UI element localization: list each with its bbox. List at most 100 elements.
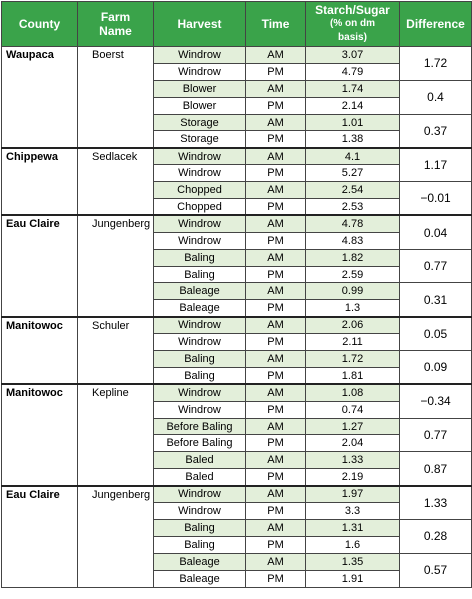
harvest-cell: Windrow: [153, 400, 246, 419]
time-cell: AM: [245, 484, 306, 504]
value-cell: 2.54: [305, 181, 400, 200]
farm-name-cell: Kepline: [77, 383, 154, 487]
table-row: Chippewa Sedlacek Windrow AM 4.1 1.17: [1, 146, 472, 216]
harvest-cell: Windrow: [153, 315, 246, 335]
table-row: Before Baling AM 1.27 0.77: [2, 417, 472, 453]
time-cell: AM: [245, 451, 306, 470]
time-cell: PM: [245, 231, 306, 250]
harvest-cell: Windrow: [153, 333, 246, 352]
value-cell: 4.79: [305, 62, 400, 81]
time-cell: PM: [245, 468, 306, 487]
farm-name-cell: Sedlacek: [77, 146, 154, 216]
harvest-cell: Baling: [153, 350, 246, 368]
harvest-cell: Windrow: [153, 62, 246, 81]
table-row: Chopped AM 2.54 −0.01: [2, 181, 472, 216]
table-row: Baling PM 1.6: [2, 535, 472, 554]
time-cell: AM: [245, 350, 306, 368]
time-cell: AM: [245, 315, 306, 335]
table-row: Windrow PM 0.74: [2, 400, 472, 419]
value-cell: 1.74: [305, 79, 400, 98]
harvest-cell: Blower: [153, 96, 246, 115]
time-cell: AM: [245, 383, 306, 402]
harvest-cell: Storage: [153, 113, 246, 132]
value-cell: 1.27: [305, 417, 400, 436]
value-cell: 1.91: [305, 569, 400, 588]
time-cell: PM: [245, 535, 306, 554]
time-cell: PM: [245, 299, 306, 318]
value-cell: 5.27: [305, 164, 400, 183]
harvest-cell: Windrow: [153, 164, 246, 183]
table-row: Eau Claire Jungenberg Windrow AM 4.78 0.04: [1, 214, 472, 318]
harvest-cell: Windrow: [153, 146, 246, 166]
harvest-cell: Windrow: [153, 231, 246, 250]
county-cell: Chippewa: [1, 146, 78, 216]
county-cell: Waupaca: [1, 45, 78, 149]
difference-cell: 0.4: [399, 79, 472, 115]
harvest-cell: Before Baling: [153, 417, 246, 436]
starch-sugar-table: County Farm Name Harvest Time Starch/Sug…: [1, 1, 472, 588]
difference-cell: 0.77: [399, 248, 472, 284]
difference-cell: 0.77: [399, 417, 472, 453]
table-row: Baling AM 1.31 0.28: [2, 518, 472, 554]
time-header: Time: [245, 1, 306, 47]
sugar-header-line2: (% on dm: [330, 18, 375, 29]
harvest-cell: Windrow: [153, 484, 246, 504]
sugar-header-line3: basis): [338, 32, 367, 43]
time-cell: AM: [245, 146, 306, 166]
value-cell: 4.1: [305, 146, 400, 166]
time-cell: AM: [245, 248, 306, 267]
time-cell: AM: [245, 214, 306, 233]
time-cell: AM: [245, 282, 306, 301]
table-row: Baling PM 1.81: [2, 366, 472, 385]
value-cell: 1.3: [305, 299, 400, 318]
value-cell: 2.06: [305, 315, 400, 335]
difference-cell: 1.17: [399, 146, 472, 183]
time-cell: AM: [245, 79, 306, 98]
harvest-cell: Baling: [153, 518, 246, 537]
time-cell: PM: [245, 96, 306, 115]
difference-cell: 0.57: [399, 552, 472, 588]
difference-cell: −0.01: [399, 181, 472, 216]
value-cell: 1.97: [305, 484, 400, 504]
difference-cell: 0.09: [399, 350, 472, 385]
value-cell: 2.14: [305, 96, 400, 115]
county-cell: Manitowoc: [1, 315, 78, 385]
harvest-cell: Before Baling: [153, 434, 246, 453]
value-cell: 1.6: [305, 535, 400, 554]
starch-sugar-header: Starch/Sugar (% on dm basis): [305, 1, 400, 47]
time-cell: PM: [245, 569, 306, 588]
difference-cell: 0.37: [399, 113, 472, 149]
time-cell: PM: [245, 265, 306, 284]
county-cell: Manitowoc: [1, 383, 78, 487]
value-cell: 1.72: [305, 350, 400, 368]
table-row: Eau Claire Jungenberg Windrow AM 1.97 1.33: [1, 484, 472, 588]
value-cell: 3.07: [305, 46, 400, 64]
table-row: Manitowoc Schuler Windrow AM 2.06 0.05: [1, 315, 472, 385]
farm-header-line1: Farm: [100, 10, 131, 24]
harvest-cell: Baleage: [153, 299, 246, 318]
table-row: Baleage PM 1.3: [2, 299, 472, 318]
table-row: Windrow PM 5.27: [2, 164, 472, 183]
table-row: Blower AM 1.74 0.4: [2, 79, 472, 115]
time-cell: PM: [245, 333, 306, 352]
table-row: Windrow PM 4.79: [2, 62, 472, 81]
harvest-cell: Baleage: [153, 552, 246, 571]
harvest-cell: Chopped: [153, 181, 246, 200]
difference-cell: 1.33: [399, 484, 472, 520]
farm-name-cell: Schuler: [77, 315, 154, 385]
time-cell: PM: [245, 366, 306, 385]
harvest-cell: Baled: [153, 468, 246, 487]
difference-cell: −0.34: [399, 383, 472, 419]
harvest-cell: Baling: [153, 366, 246, 385]
time-cell: PM: [245, 62, 306, 81]
table-row: Manitowoc Kepline Windrow AM 1.08 −0.34: [1, 383, 472, 487]
harvest-header: Harvest: [153, 1, 246, 47]
value-cell: 1.81: [305, 366, 400, 385]
county-cell: Eau Claire: [1, 484, 78, 588]
time-cell: PM: [245, 400, 306, 419]
time-cell: PM: [245, 130, 306, 149]
time-cell: AM: [245, 46, 306, 64]
difference-cell: 0.05: [399, 315, 472, 352]
table-row: Windrow PM 3.3: [2, 502, 472, 520]
value-cell: 2.53: [305, 198, 400, 216]
